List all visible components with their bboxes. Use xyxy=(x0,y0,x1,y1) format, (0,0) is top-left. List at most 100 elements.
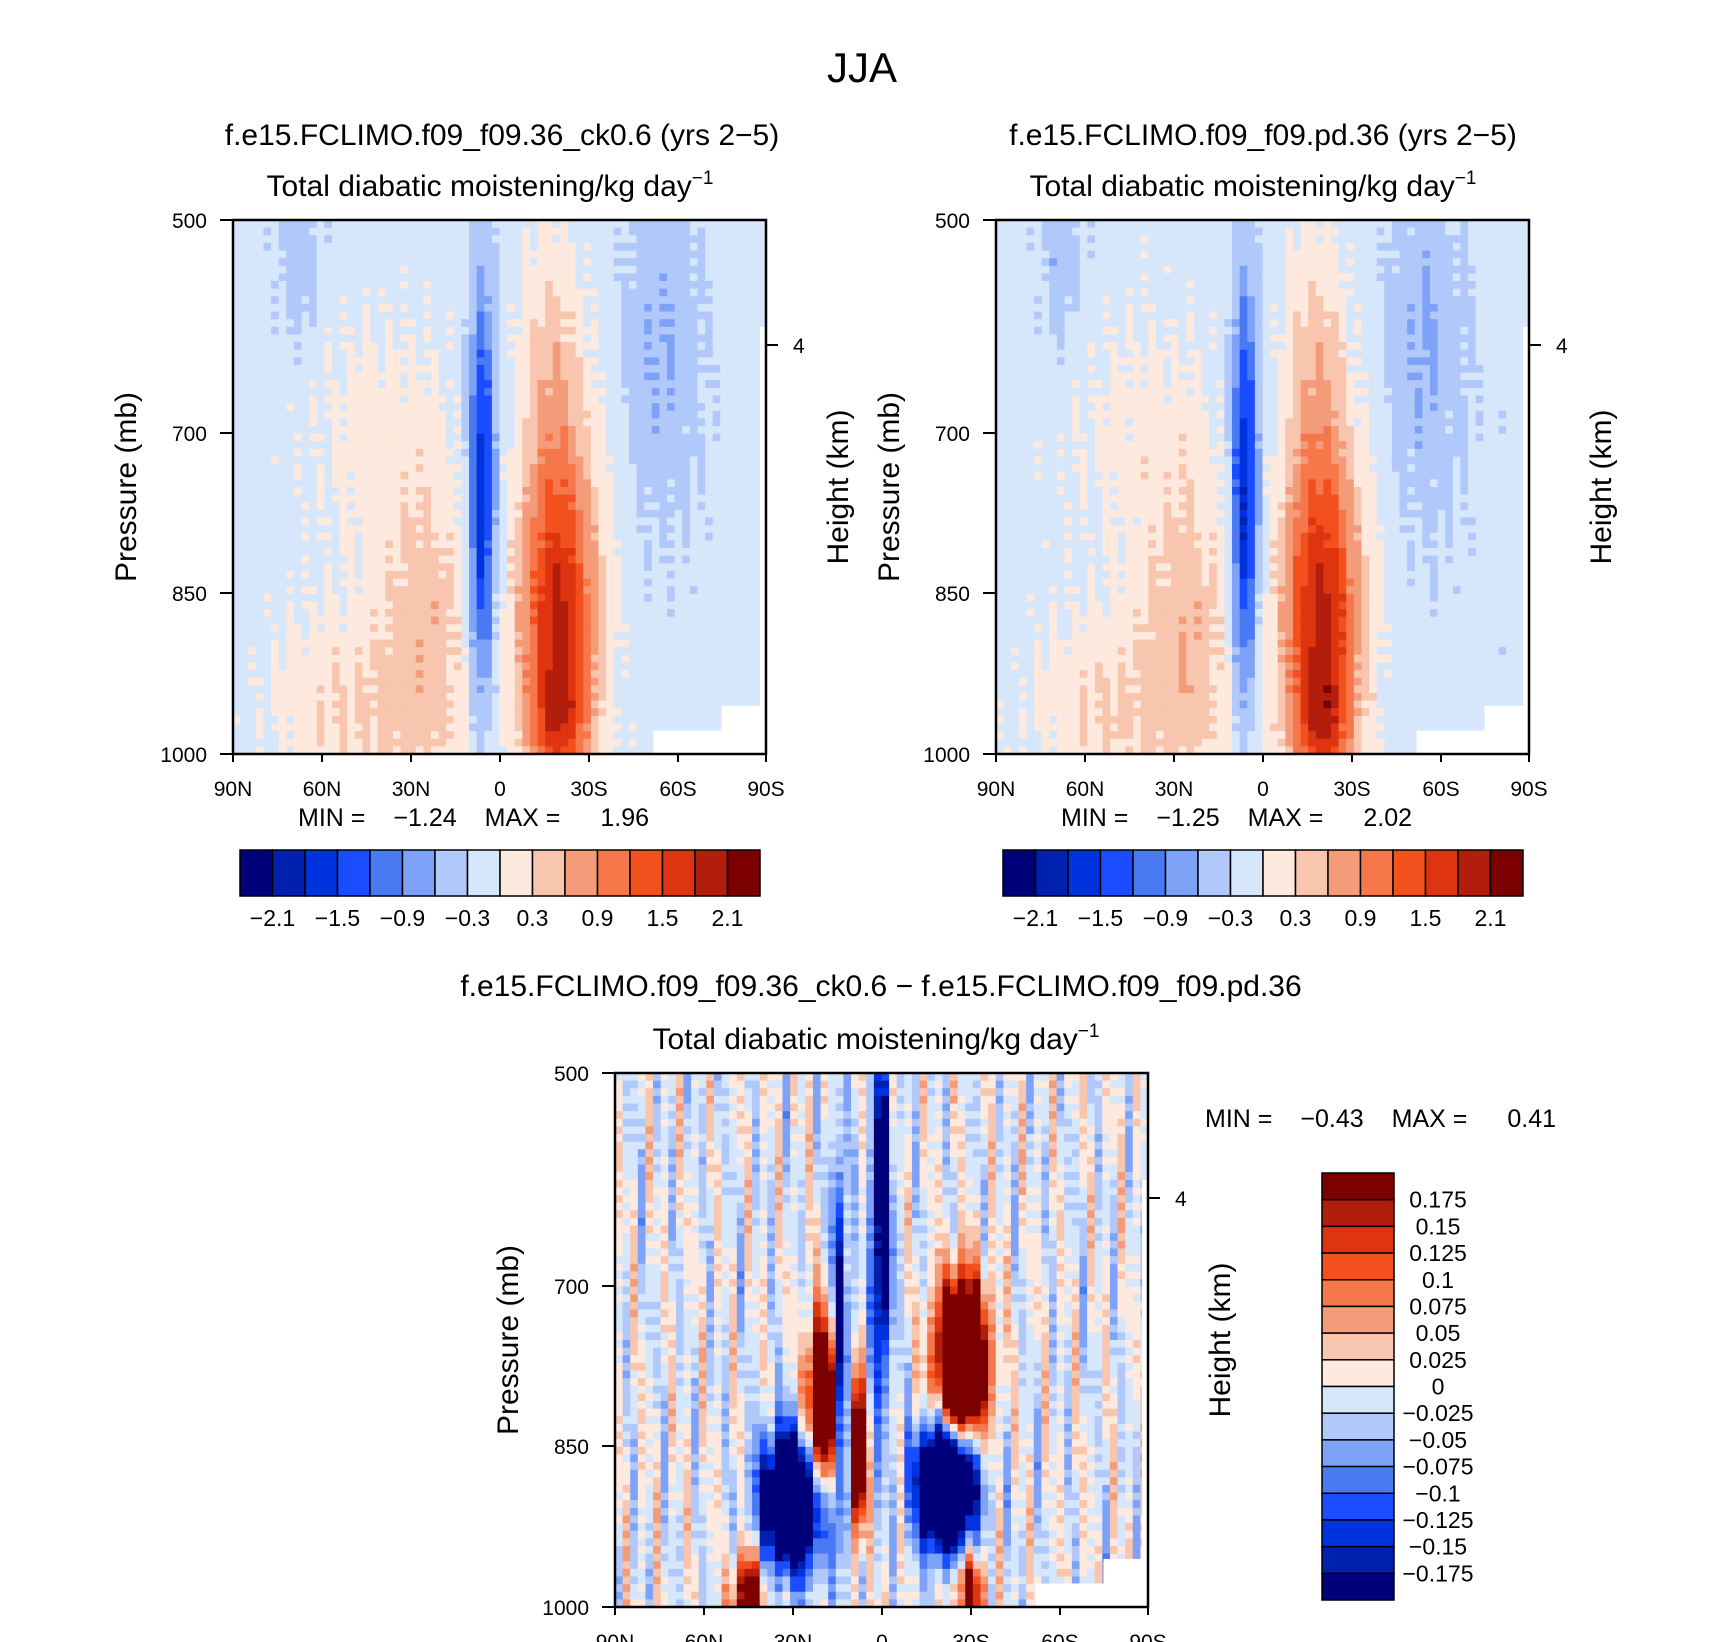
heatmap-cell xyxy=(727,540,737,549)
heatmap-cell xyxy=(712,692,721,702)
heatmap-cell xyxy=(339,273,348,282)
heatmap-cell xyxy=(644,723,653,732)
heatmap-cell xyxy=(278,441,287,450)
heatmap-cell xyxy=(720,494,729,503)
heatmap-cell xyxy=(996,387,1005,397)
heatmap-cell xyxy=(362,319,371,328)
heatmap-cell xyxy=(644,273,653,282)
heatmap-cell xyxy=(354,220,364,229)
heatmap-cell xyxy=(339,441,348,450)
heatmap-cell xyxy=(446,609,455,618)
heatmap-cell xyxy=(476,418,485,427)
y2-tick-label: 4 xyxy=(793,335,805,358)
heatmap-cell xyxy=(453,395,463,404)
heatmap-cell xyxy=(293,624,303,633)
heatmap-cell xyxy=(522,555,531,564)
heatmap-cell xyxy=(415,532,424,541)
heatmap-cell xyxy=(263,471,272,480)
heatmap-cell xyxy=(743,654,752,664)
heatmap-cell xyxy=(476,334,485,343)
heatmap-cell xyxy=(453,578,463,587)
heatmap-cell xyxy=(392,357,402,366)
heatmap-cell xyxy=(484,479,493,488)
heatmap-cell xyxy=(560,403,569,412)
heatmap-cell xyxy=(606,487,615,496)
heatmap-cell xyxy=(331,670,341,679)
heatmap-cell xyxy=(248,494,257,503)
heatmap-cell xyxy=(461,593,470,603)
heatmap-cell xyxy=(438,342,447,351)
heatmap-cell xyxy=(301,631,310,641)
heatmap-cell xyxy=(430,410,440,419)
heatmap-cell xyxy=(286,494,295,503)
heatmap-cell xyxy=(469,227,478,236)
heatmap-cell xyxy=(392,609,402,618)
heatmap-cell xyxy=(529,364,539,374)
heatmap-cell xyxy=(248,311,257,320)
colorbar-label: 0.9 xyxy=(582,905,614,931)
heatmap-cell xyxy=(469,357,478,366)
heatmap-cell xyxy=(560,563,569,572)
heatmap-cell xyxy=(522,685,531,694)
heatmap-cell xyxy=(354,349,364,358)
heatmap-cell xyxy=(628,700,638,709)
heatmap-cell xyxy=(743,372,752,381)
heatmap-cell xyxy=(514,349,523,358)
heatmap-cell xyxy=(697,342,706,351)
heatmap-cell xyxy=(507,502,516,511)
heatmap-cell xyxy=(446,319,455,328)
heatmap-cell xyxy=(286,509,295,519)
heatmap-cell xyxy=(271,303,280,313)
heatmap-cell xyxy=(233,517,242,526)
heatmap-cell xyxy=(689,624,699,633)
heatmap-cell xyxy=(331,303,341,313)
heatmap-cell xyxy=(446,296,455,305)
heatmap-cell xyxy=(255,265,265,274)
heatmap-cell xyxy=(644,647,653,656)
heatmap-cell xyxy=(400,670,409,679)
heatmap-cell xyxy=(301,685,310,694)
heatmap-cell xyxy=(667,220,676,229)
heatmap-cell xyxy=(362,532,371,541)
heatmap-cell xyxy=(583,647,592,656)
heatmap-cell xyxy=(476,487,485,496)
heatmap-cell xyxy=(522,548,531,557)
heatmap-cell xyxy=(385,334,394,343)
heatmap-cell xyxy=(362,517,371,526)
heatmap-cell xyxy=(720,342,729,351)
heatmap-cell xyxy=(324,609,333,618)
heatmap-cell xyxy=(583,502,592,511)
heatmap-cell xyxy=(461,685,470,694)
heatmap-cell xyxy=(438,631,447,641)
heatmap-cell xyxy=(644,654,653,664)
heatmap-cell xyxy=(476,235,485,244)
heatmap-cell xyxy=(248,639,257,648)
heatmap-cell xyxy=(362,242,371,252)
heatmap-cell xyxy=(689,372,699,381)
heatmap-cell xyxy=(263,609,272,618)
heatmap-cell xyxy=(316,517,325,526)
heatmap-cell xyxy=(621,319,630,328)
heatmap-cell xyxy=(339,418,348,427)
heatmap-cell xyxy=(705,593,714,603)
heatmap-cell xyxy=(568,258,577,267)
heatmap-cell xyxy=(529,723,539,732)
heatmap-cell xyxy=(705,494,714,503)
heatmap-cell xyxy=(430,311,440,320)
heatmap-cell xyxy=(248,548,257,557)
heatmap-cell xyxy=(651,677,660,686)
heatmap-cell xyxy=(727,288,737,297)
heatmap-cell xyxy=(415,380,424,389)
heatmap-cell xyxy=(651,303,660,313)
heatmap-cell xyxy=(293,662,303,671)
heatmap-cell xyxy=(667,609,676,618)
heatmap-cell xyxy=(316,387,325,397)
heatmap-cell xyxy=(689,273,699,282)
heatmap-cell xyxy=(446,273,455,282)
heatmap-cell xyxy=(377,479,386,488)
heatmap-cell xyxy=(278,265,287,274)
heatmap-cell xyxy=(545,738,554,747)
heatmap-cell xyxy=(522,395,531,404)
heatmap-cell xyxy=(309,563,318,572)
heatmap-cell xyxy=(400,601,409,610)
